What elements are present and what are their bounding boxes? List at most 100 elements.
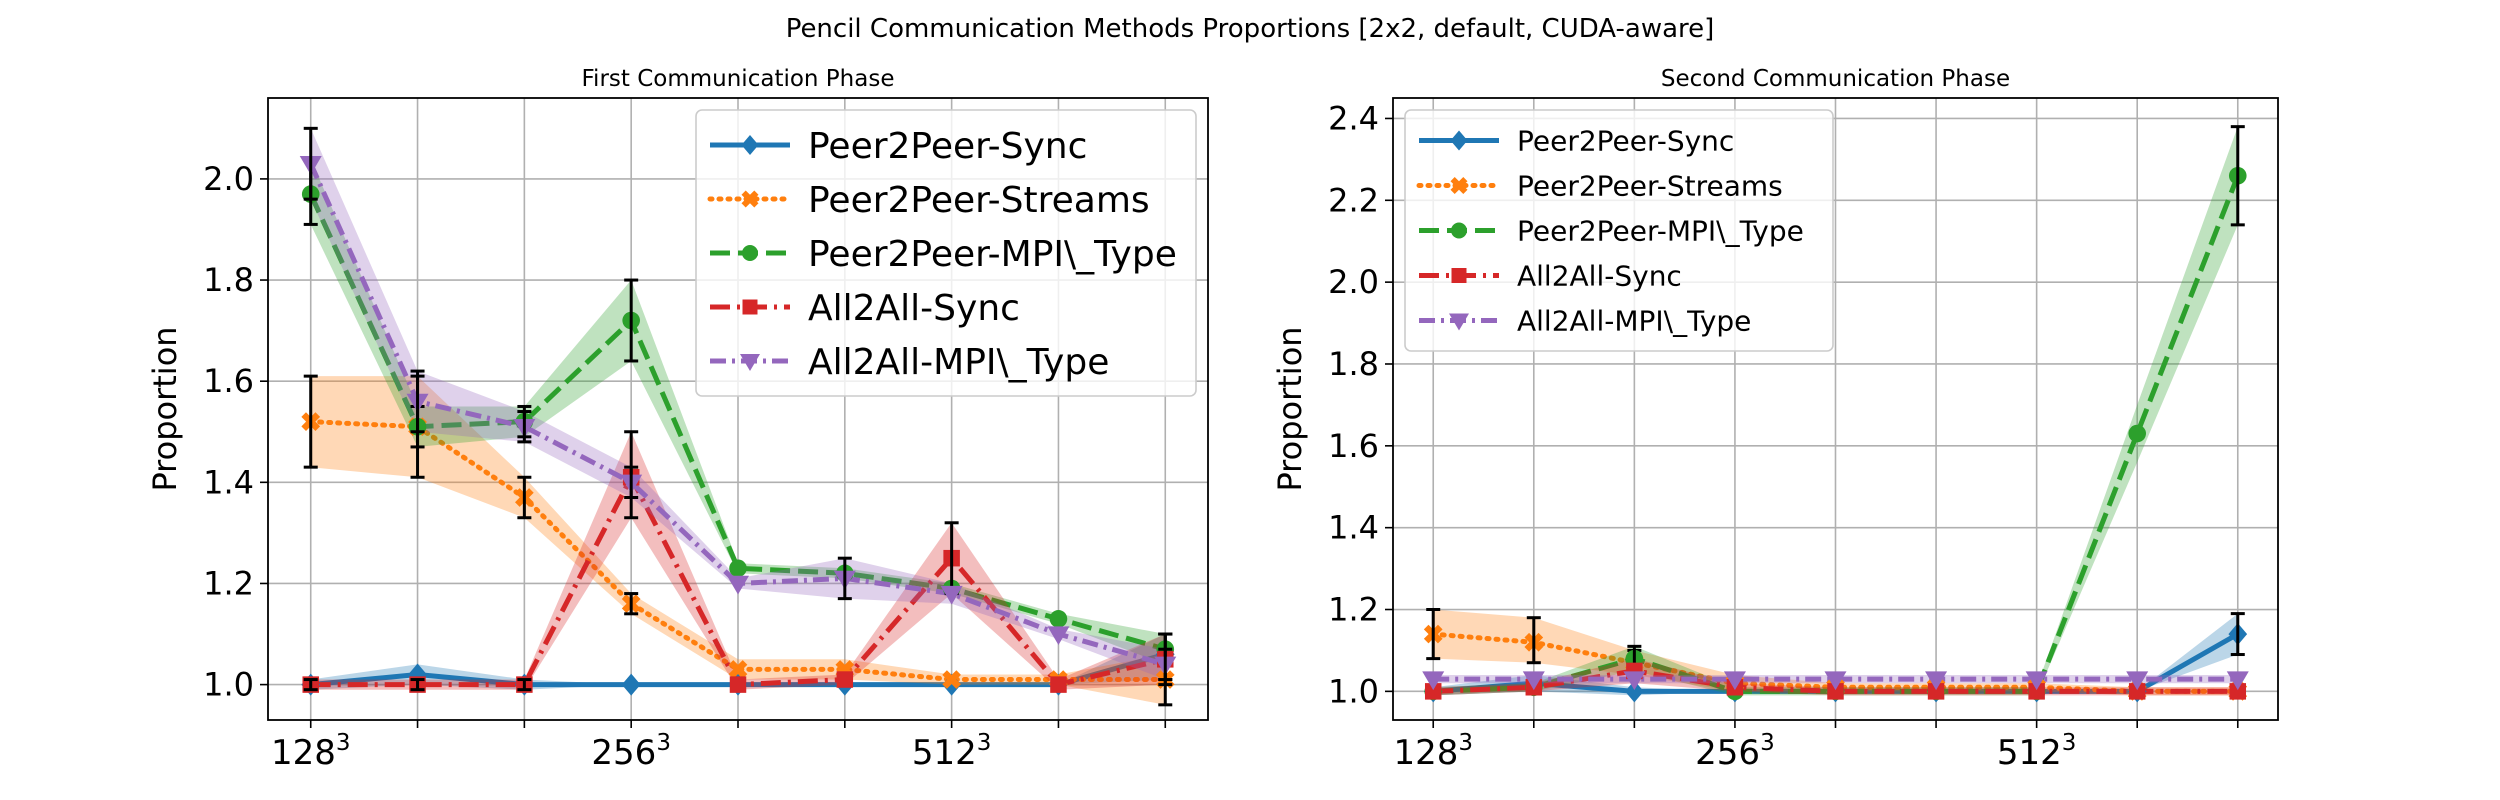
legend-item-all2all-sync: All2All-Sync xyxy=(710,288,1020,329)
x-tick-label: 2563 xyxy=(1695,730,1775,773)
data-point xyxy=(836,671,854,688)
error-bar xyxy=(303,678,318,692)
legend: Peer2Peer-Sync Peer2Peer-Streams Peer2Peer… xyxy=(1404,109,1834,352)
data-point xyxy=(1623,671,1646,691)
y-tick-label: 2.0 xyxy=(1328,263,1379,301)
legend-label: Peer2Peer-Streams xyxy=(1517,170,1783,203)
error-bar xyxy=(303,126,318,201)
legend-marker xyxy=(741,135,759,155)
legend-marker xyxy=(741,190,759,208)
legend-item-peer2peer-streams: Peer2Peer-Streams xyxy=(707,180,1150,221)
series-line xyxy=(1433,668,2238,694)
error-bar xyxy=(303,374,318,469)
y-tick-label: 1.0 xyxy=(1328,672,1379,710)
plot-area xyxy=(299,126,1177,707)
legend-marker xyxy=(742,299,758,315)
data-point xyxy=(1827,683,1844,700)
error-bar xyxy=(410,369,425,434)
data-point xyxy=(940,585,963,605)
data-point xyxy=(729,559,747,578)
error-bar xyxy=(517,678,532,692)
legend-label: Peer2Peer-Sync xyxy=(808,126,1087,167)
legend-label: Peer2Peer-Streams xyxy=(808,180,1150,221)
legend-label: Peer2Peer-MPI\_Type xyxy=(808,234,1177,275)
legend: Peer2Peer-Sync Peer2Peer-Streams Peer2Peer… xyxy=(695,109,1197,397)
y-tick-label: 1.4 xyxy=(203,463,254,501)
y-tick-label: 1.2 xyxy=(1328,591,1379,629)
legend-frame xyxy=(1404,109,1834,352)
y-tick-label: 1.6 xyxy=(1328,427,1379,465)
y-axis: 1.0 1.2 1.4 1.6 1.8 2.0 2.2 2.4 xyxy=(1328,99,1393,710)
data-point xyxy=(2028,683,2045,700)
chart-panel-second-phase: 1283 2563 5123 1.0 1.2 1.4 1.6 1.8 2.0 2.2 2.4 Seco… xyxy=(1271,66,2279,773)
legend-marker xyxy=(742,245,758,261)
x-tick-label: 5123 xyxy=(1997,730,2077,773)
legend-item-peer2peer-streams: Peer2Peer-Streams xyxy=(1416,170,1783,203)
chart-title: First Communication Phase xyxy=(582,66,895,92)
chart-panel-first-phase: 1283 2563 5123 1.0 1.2 1.4 1.6 1.8 2.0 First Comm… xyxy=(146,66,1209,773)
data-point xyxy=(1522,671,1545,691)
legend-marker xyxy=(1451,222,1467,239)
series-all2all-mpi-type xyxy=(308,128,1166,680)
data-point xyxy=(621,673,641,696)
y-tick-label: 2.2 xyxy=(1328,181,1379,219)
error-bar xyxy=(517,475,532,520)
legend-item-peer2peer-sync: Peer2Peer-Sync xyxy=(710,126,1087,167)
legend-item-all2all-mpi-type: All2All-MPI\_Type xyxy=(1419,305,1751,338)
data-point xyxy=(727,575,749,595)
legend-marker xyxy=(1450,177,1468,194)
series-band xyxy=(310,128,1166,680)
legend-label: All2All-Sync xyxy=(808,288,1020,329)
legend-label: Peer2Peer-MPI\_Type xyxy=(1517,215,1804,248)
error-bar xyxy=(2230,125,2245,227)
data-point xyxy=(1723,671,1746,691)
legend-label: All2All-MPI\_Type xyxy=(1517,305,1751,338)
x-tick-label: 2563 xyxy=(591,730,671,773)
error-bar xyxy=(2230,612,2245,657)
legend-item-all2all-mpi-type: All2All-MPI\_Type xyxy=(710,342,1109,383)
x-axis: 1283 2563 5123 xyxy=(1393,720,2239,773)
x-tick-label: 1283 xyxy=(1393,730,1473,773)
y-axis-label: Proportion xyxy=(146,326,184,491)
data-point xyxy=(1422,671,1445,691)
legend-marker xyxy=(1451,268,1467,283)
y-tick-label: 2.0 xyxy=(203,160,254,198)
error-bar xyxy=(624,465,639,499)
error-bar xyxy=(1158,647,1173,682)
series-line xyxy=(308,193,1166,652)
chart-title: Second Communication Phase xyxy=(1661,66,2010,92)
plot-area xyxy=(1422,125,2249,703)
error-bar xyxy=(1526,616,1541,665)
error-bar xyxy=(837,556,852,601)
legend-marker xyxy=(1450,130,1468,151)
y-tick-label: 2.4 xyxy=(1328,99,1379,137)
data-point xyxy=(1424,683,1442,700)
data-point xyxy=(728,660,748,679)
data-point xyxy=(2128,424,2147,443)
data-point xyxy=(1824,671,1847,691)
x-tick-label: 1283 xyxy=(271,730,351,773)
y-tick-label: 1.2 xyxy=(203,564,254,602)
legend-item-peer2peer-sync: Peer2Peer-Sync xyxy=(1419,125,1734,158)
x-tick-label: 5123 xyxy=(912,730,992,773)
x-axis: 1283 2563 5123 xyxy=(271,720,1167,773)
data-point xyxy=(1925,671,1948,691)
data-point xyxy=(942,670,961,689)
error-bar xyxy=(517,410,532,444)
y-tick-label: 1.4 xyxy=(1328,509,1379,547)
data-point xyxy=(2126,671,2149,691)
series-points-all2all-mpi-type xyxy=(299,126,1177,682)
y-tick-label: 1.8 xyxy=(203,261,254,299)
y-tick-label: 1.0 xyxy=(203,666,254,704)
legend-label: All2All-MPI\_Type xyxy=(808,342,1109,383)
y-axis: 1.0 1.2 1.4 1.6 1.8 2.0 xyxy=(203,160,268,704)
data-point xyxy=(2025,671,2048,691)
error-bar xyxy=(410,678,425,692)
data-point xyxy=(2229,683,2247,700)
data-point xyxy=(2128,683,2146,700)
series-band xyxy=(310,376,1166,705)
legend-item-all2all-sync: All2All-Sync xyxy=(1419,260,1682,293)
legend-label: All2All-Sync xyxy=(1517,260,1682,293)
legend-label: Peer2Peer-Sync xyxy=(1517,125,1734,158)
